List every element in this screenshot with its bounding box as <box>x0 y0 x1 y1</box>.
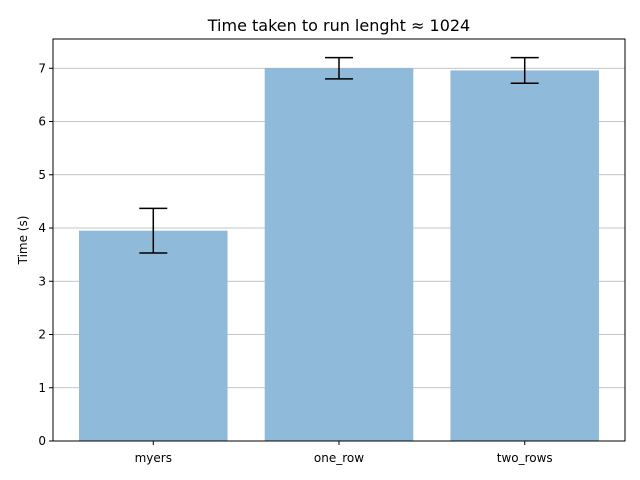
bars <box>79 68 599 442</box>
y-tick-label: 7 <box>38 61 46 75</box>
y-tick-label: 5 <box>38 168 46 182</box>
x-axis-ticks: myers one_row two_rows <box>135 441 553 465</box>
x-tick-label: one_row <box>314 451 364 465</box>
y-tick-label: 2 <box>38 328 46 342</box>
y-tick-label: 0 <box>38 434 46 448</box>
y-tick-label: 6 <box>38 115 46 129</box>
y-axis-label: Time (s) <box>16 216 30 266</box>
bar-myers <box>79 230 228 441</box>
y-tick-label: 4 <box>38 221 46 235</box>
y-tick-label: 3 <box>38 274 46 288</box>
y-axis-ticks: 0 1 2 3 4 5 6 7 <box>38 61 53 448</box>
x-tick-label: two_rows <box>497 451 553 465</box>
y-tick-label: 1 <box>38 381 46 395</box>
bar-two_rows <box>450 70 599 442</box>
error-bars <box>139 56 539 254</box>
chart-title: Time taken to run lenght ≈ 1024 <box>207 16 470 35</box>
bar-one_row <box>264 68 414 442</box>
x-tick-label: myers <box>135 451 172 465</box>
